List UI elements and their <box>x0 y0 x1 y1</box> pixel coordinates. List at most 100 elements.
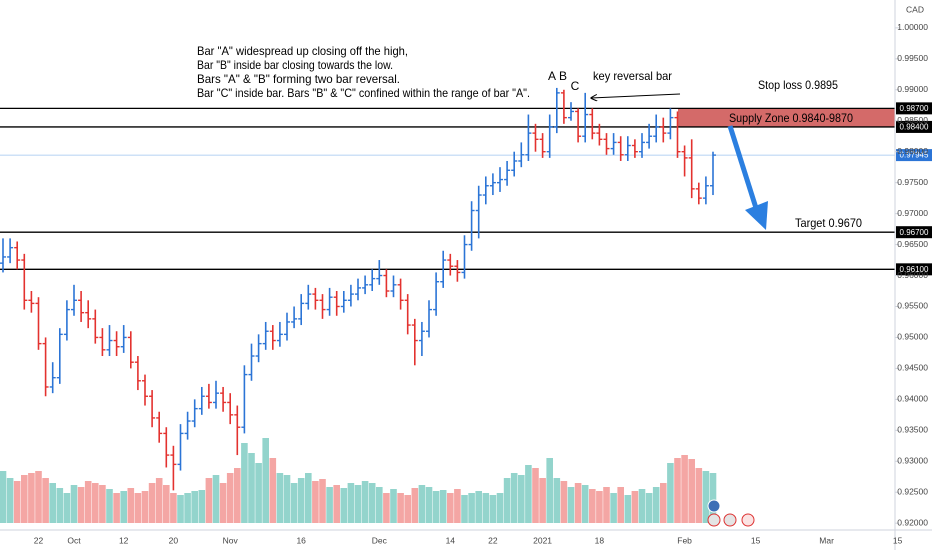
volume-bar <box>141 491 149 523</box>
target-arrow-head <box>745 201 768 230</box>
level-tag <box>896 263 932 276</box>
x-tick-label: 14 <box>446 535 456 545</box>
volume-bar <box>113 493 120 523</box>
volume-bar <box>191 491 198 523</box>
volume-bar <box>638 489 646 523</box>
volume-bar <box>326 487 333 523</box>
event-icon <box>707 499 721 513</box>
x-tick-label: Feb <box>677 535 692 545</box>
y-tick-label: 1.00000 <box>897 22 928 32</box>
bar-label: B <box>559 69 567 83</box>
x-tick-label: 16 <box>296 535 306 545</box>
x-tick-label: 22 <box>34 535 44 545</box>
x-tick-label: Mar <box>819 535 834 545</box>
level-label: 0.98400 <box>900 123 929 132</box>
x-tick-label: 2021 <box>533 535 552 545</box>
volume-layer <box>0 438 717 523</box>
supply-zone-label: Supply Zone 0.9840-9870 <box>729 111 853 125</box>
bar-layer <box>0 87 716 491</box>
volume-bar <box>148 483 156 523</box>
volume-bar <box>581 485 589 523</box>
volume-bar <box>518 475 525 523</box>
volume-bar <box>290 483 298 523</box>
level-label: 0.98700 <box>900 104 929 113</box>
volume-bar <box>99 485 106 523</box>
x-tick-label: 22 <box>488 535 498 545</box>
level-tag <box>896 120 932 133</box>
event-icon <box>741 513 755 527</box>
y-tick-label: 0.92500 <box>897 486 928 496</box>
note: Bars "A" & "B" forming two bar reversal. <box>197 72 400 86</box>
note: Bar "C" inside bar. Bars "B" & "C" confi… <box>197 86 530 100</box>
y-tick-label: 0.97000 <box>897 208 928 218</box>
target-arrow-shaft <box>727 125 759 209</box>
level-label: 0.96100 <box>900 265 929 274</box>
key-reversal-arrow <box>591 93 681 98</box>
volume-bar <box>283 475 291 523</box>
y-tick-label: 0.98500 <box>897 115 928 125</box>
volume-bar <box>489 495 497 523</box>
volume-bar <box>610 493 617 523</box>
level-label: 0.97945 <box>900 151 929 160</box>
volume-bar <box>28 473 35 523</box>
key-reversal-label: key reversal bar <box>593 69 672 83</box>
annotation-layer: Bar "A" widespread up closing off the hi… <box>197 44 862 527</box>
volume-bar <box>269 458 277 523</box>
volume-bar <box>376 487 383 523</box>
volume-bar <box>305 473 312 523</box>
volume-bar <box>77 487 85 523</box>
volume-bar <box>702 471 710 523</box>
volume-bar <box>106 489 113 523</box>
zone-layer: Supply Zone 0.9840-9870 <box>678 108 895 127</box>
volume-bar <box>198 490 206 523</box>
volume-bar <box>84 481 92 523</box>
volume-bar <box>390 489 397 523</box>
note: Bar "A" widespread up closing off the hi… <box>197 44 408 58</box>
volume-bar <box>205 478 213 523</box>
volume-bar <box>226 473 234 523</box>
event-icon <box>707 513 721 527</box>
level-tag <box>896 149 932 162</box>
bar-label: C <box>571 79 580 93</box>
volume-bar <box>241 443 248 523</box>
volume-bar <box>695 468 703 523</box>
y-tick-label: 0.93500 <box>897 425 928 435</box>
volume-bar <box>120 491 127 523</box>
y-tick-label: 0.97500 <box>897 177 928 187</box>
volume-bar <box>155 478 163 523</box>
volume-bar <box>418 485 426 523</box>
volume-bar <box>596 491 603 523</box>
level-layer: 0.98700 0.98400 0.97945 0.96700 0.96100 <box>0 102 932 276</box>
volume-bar <box>553 478 561 523</box>
x-tick-label: 12 <box>119 535 129 545</box>
volume-bar <box>212 475 220 523</box>
volume-bar <box>652 487 660 523</box>
y-tick-label: 0.95000 <box>897 332 928 342</box>
volume-bar <box>70 485 78 523</box>
volume-bar <box>567 487 575 523</box>
stop-loss-label: Stop loss 0.9895 <box>758 78 838 92</box>
volume-bar <box>603 487 610 523</box>
volume-bar <box>461 495 468 523</box>
y-tick-label: 0.93000 <box>897 456 928 466</box>
volume-bar <box>127 488 135 523</box>
volume-bar <box>447 493 454 523</box>
volume-bar <box>92 483 99 523</box>
y-tick-label: 0.99500 <box>897 53 928 63</box>
volume-bar <box>234 468 241 523</box>
volume-bar <box>432 491 440 523</box>
event-icon <box>723 513 737 527</box>
volume-bar <box>297 478 305 523</box>
y-tick-label: 0.98000 <box>897 146 928 156</box>
volume-bar <box>42 478 49 523</box>
x-tick-label: 15 <box>751 535 761 545</box>
volume-bar <box>333 485 340 523</box>
volume-bar <box>354 485 362 523</box>
volume-bar <box>276 473 284 523</box>
level-label: 0.96700 <box>900 228 929 237</box>
volume-bar <box>539 478 546 523</box>
volume-bar <box>170 493 177 523</box>
volume-bar <box>368 483 376 523</box>
